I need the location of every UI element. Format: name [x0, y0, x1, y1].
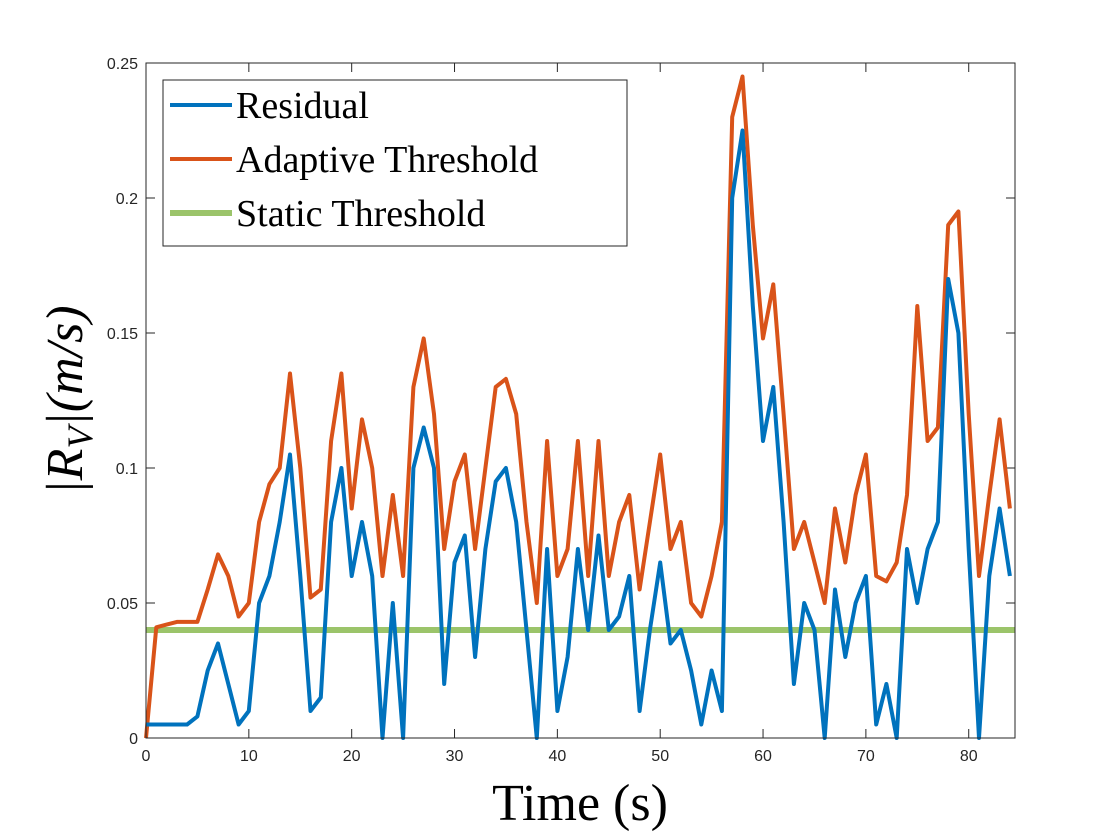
legend-label: Adaptive Threshold	[236, 139, 538, 181]
series-line	[146, 128, 1012, 740]
y-tick-label: 0.2	[116, 191, 138, 208]
y-tick-label: 0.1	[116, 461, 138, 478]
x-tick-label: 30	[446, 748, 464, 765]
x-tick-label: 20	[343, 748, 361, 765]
lines	[144, 74, 1015, 740]
x-axis-label: Time (s)	[492, 775, 668, 832]
x-tick-label: 10	[240, 748, 258, 765]
legend-label: Residual	[236, 85, 369, 127]
legend-label: Static Threshold	[236, 193, 485, 235]
y-axis-label: |RV|(m/s)	[37, 305, 100, 494]
axes-box	[145, 62, 1016, 739]
y-tick-label: 0.15	[107, 326, 138, 343]
legend: Residual Adaptive Threshold Static Thresho…	[162, 79, 628, 247]
x-tick-label: 40	[548, 748, 566, 765]
y-tick-label: 0	[129, 731, 138, 748]
series-line	[144, 74, 1012, 739]
x-tick-label: 0	[142, 748, 151, 765]
x-tick-label: 70	[857, 748, 875, 765]
axes: 0 0.05 0.1 0.15 0.2 0.25 0 10 20 30 40 50 60 70 80	[107, 56, 1015, 765]
x-tick-label: 60	[754, 748, 772, 765]
x-tick-label: 80	[960, 748, 978, 765]
y-tick-label: 0.25	[107, 56, 138, 73]
legend-box	[162, 79, 628, 247]
x-tick-label: 50	[651, 748, 669, 765]
y-tick-label: 0.05	[107, 596, 138, 613]
